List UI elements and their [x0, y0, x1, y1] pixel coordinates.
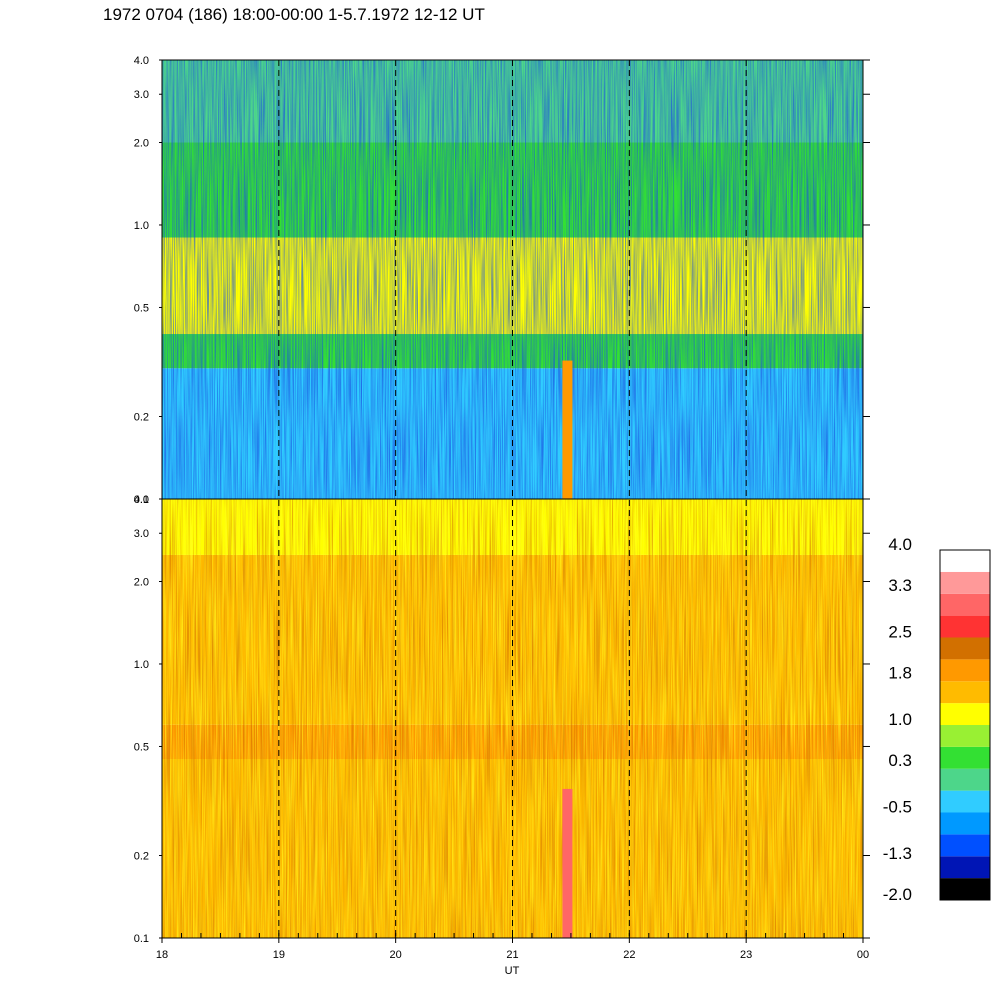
colorbar-swatch	[940, 812, 990, 835]
x-tick-label: 00	[857, 949, 869, 961]
colorbar-swatch	[940, 637, 990, 660]
colorbar-swatch	[940, 768, 990, 791]
colorbar-label: 4.0	[888, 535, 912, 554]
x-axis-label: UT	[505, 965, 520, 977]
chart-title: 1972 0704 (186) 18:00-00:00 1-5.7.1972 1…	[103, 5, 485, 24]
colorbar-label: 1.0	[888, 710, 912, 729]
y-tick-label: 3.0	[134, 528, 149, 540]
x-tick-label: 21	[506, 949, 518, 961]
x-tick-label: 20	[390, 949, 402, 961]
y-tick-label: 0.1	[134, 494, 149, 506]
y-tick-label: 4.0	[134, 494, 149, 506]
colorbar-swatch	[940, 725, 990, 747]
y-tick-label: 1.0	[134, 659, 149, 671]
x-tick-label: 23	[740, 949, 752, 961]
colorbar-swatch	[940, 856, 990, 879]
colorbar-swatch	[940, 681, 990, 704]
y-tick-label: 0.5	[134, 741, 149, 753]
colorbar-swatch	[940, 878, 990, 900]
x-tick-label: 18	[156, 949, 168, 961]
colorbar-swatch	[940, 746, 990, 769]
colorbar-label: -0.5	[883, 798, 912, 817]
colorbar-label: -2.0	[883, 885, 912, 904]
x-tick-label: 22	[623, 949, 635, 961]
colorbar-label: 2.5	[888, 623, 912, 642]
y-tick-label: 2.0	[134, 137, 149, 149]
colorbar-swatch	[940, 593, 990, 616]
y-tick-label: 0.5	[134, 302, 149, 314]
colorbar-swatch	[940, 659, 990, 682]
colorbar-swatch	[940, 615, 990, 638]
colorbar-label: 1.8	[888, 663, 912, 682]
colorbar-swatch	[940, 834, 990, 857]
y-tick-label: 2.0	[134, 576, 149, 588]
y-tick-label: 3.0	[134, 89, 149, 101]
heatmap-feature-lower-0	[562, 788, 573, 938]
y-tick-label: 0.1	[134, 933, 149, 945]
colorbar-swatch	[940, 703, 990, 725]
colorbar-swatch	[940, 790, 990, 813]
y-tick-label: 0.2	[134, 851, 149, 863]
y-tick-label: 0.2	[134, 412, 149, 424]
colorbar-swatch	[940, 571, 990, 594]
colorbar-swatch	[940, 550, 990, 572]
y-tick-label: 4.0	[134, 55, 149, 67]
colorbar-label: -1.3	[883, 844, 912, 863]
y-tick-label: 1.0	[134, 220, 149, 232]
heatmap-feature-upper-0	[562, 360, 573, 499]
colorbar-label: 0.3	[888, 751, 912, 770]
colorbar-label: 3.3	[888, 576, 912, 595]
colorbar-frame	[939, 549, 991, 901]
x-tick-label: 19	[273, 949, 285, 961]
